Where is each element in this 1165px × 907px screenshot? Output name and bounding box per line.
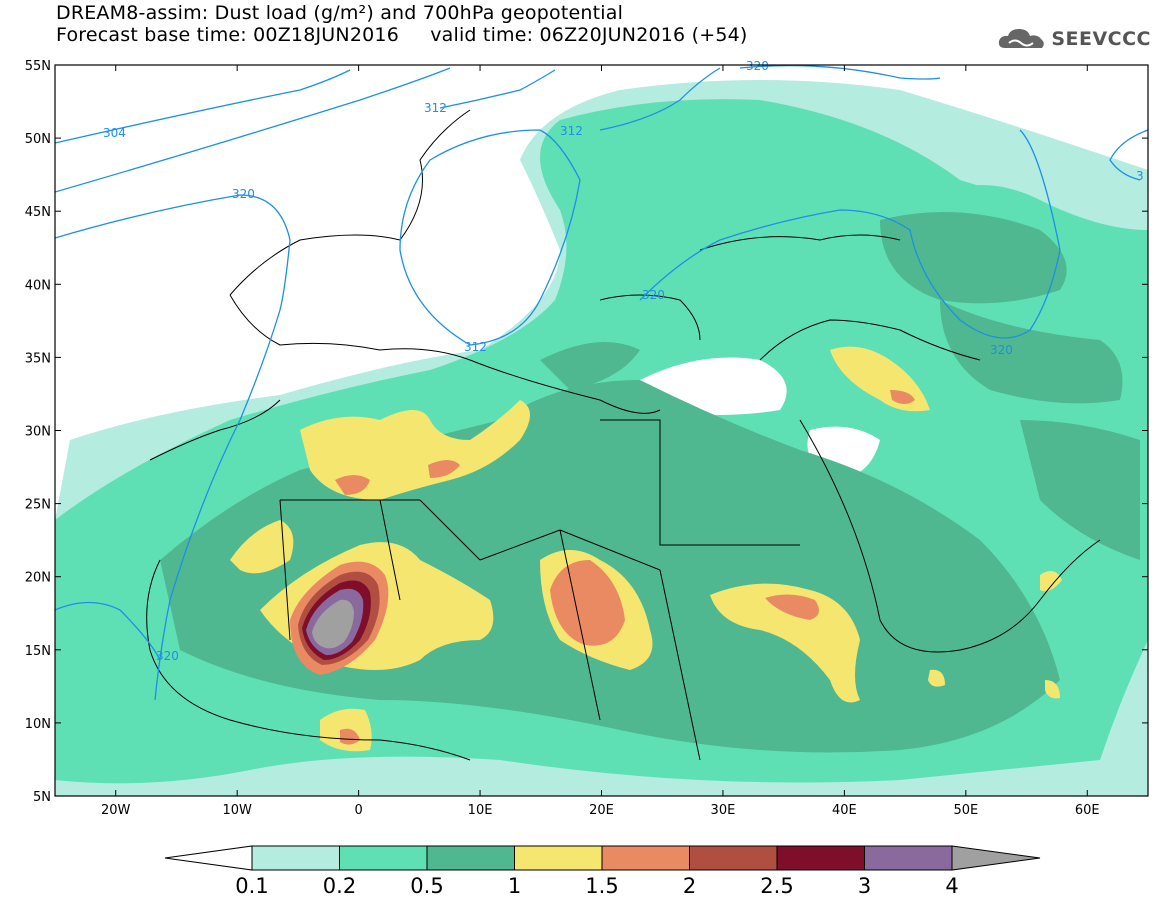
- colorbar-swatch: [251, 845, 340, 871]
- colorbar-swatch: [689, 845, 778, 871]
- lat-tick-label: 35N: [25, 351, 51, 366]
- colorbar-label: 2: [683, 874, 696, 898]
- latitude-axis: 5N 10N 15N 20N 25N 30N 35N 40N 45N 50N 55N: [25, 59, 1148, 805]
- lat-tick-label: 45N: [25, 205, 51, 220]
- logo-text: SEEVCCC: [1051, 28, 1151, 50]
- lon-tick-label: 30E: [711, 803, 736, 818]
- colorbar-right-arrow: [951, 845, 1041, 871]
- contour-label-320-atlantic: 320: [232, 187, 255, 201]
- colorbar: 0.1 0.2 0.5 1 1.5 2 2.5 3 4: [164, 845, 1041, 898]
- lat-tick-label: 15N: [25, 644, 51, 659]
- lon-tick-label: 20E: [589, 803, 614, 818]
- lat-tick-label: 20N: [25, 571, 51, 586]
- colorbar-label: 0.5: [410, 874, 443, 898]
- colorbar-swatch: [601, 845, 690, 871]
- colorbar-label: 0.1: [235, 874, 268, 898]
- contour-label-312-north: 312: [424, 101, 447, 115]
- lon-tick-label: 40E: [832, 803, 857, 818]
- colorbar-labels: 0.1 0.2 0.5 1 1.5 2 2.5 3 4: [235, 874, 958, 898]
- contour-label-320-greece: 320: [642, 288, 665, 302]
- colorbar-swatch: [426, 845, 515, 871]
- contour-label-320-top: 320: [746, 59, 769, 73]
- map-title: DREAM8-assim: Dust load (g/m²) and 700hP…: [56, 2, 624, 24]
- colorbar-swatches: [251, 845, 1041, 871]
- colorbar-swatch: [339, 845, 428, 871]
- lon-tick-label: 50E: [953, 803, 978, 818]
- contour-labels: 304 312 312 312 320 320 320 320 320 3: [103, 59, 1144, 663]
- base-time-text: Forecast base time: 00Z18JUN2016: [56, 24, 399, 46]
- geopotential-contours: [55, 65, 1148, 701]
- dust-fields: [55, 65, 1148, 796]
- colorbar-label: 3: [858, 874, 871, 898]
- lon-tick-label: 20W: [101, 803, 131, 818]
- colorbar-label: 1.5: [585, 874, 618, 898]
- lon-tick-label: 60E: [1075, 803, 1100, 818]
- lat-tick-label: 55N: [25, 59, 51, 74]
- colorbar-swatch: [864, 845, 953, 871]
- contour-label-320-westafrica: 320: [156, 649, 179, 663]
- colorbar-swatch: [514, 845, 603, 871]
- contour-label-312-alps: 312: [560, 124, 583, 138]
- colorbar-label: 2.5: [760, 874, 793, 898]
- cloud-icon: [999, 29, 1045, 48]
- contour-label-3-edge: 3: [1136, 169, 1144, 183]
- lon-tick-label: 10E: [468, 803, 493, 818]
- contour-label-304: 304: [103, 126, 126, 140]
- colorbar-label: 4: [945, 874, 958, 898]
- valid-time-text: valid time: 06Z20JUN2016 (+54): [430, 24, 748, 46]
- lat-tick-label: 10N: [25, 717, 51, 732]
- contour-label-320-caspian: 320: [990, 343, 1013, 357]
- lon-tick-label: 0: [354, 803, 362, 818]
- lat-tick-label: 5N: [33, 790, 51, 805]
- longitude-axis: 20W 10W 0 10E 20E 30E 40E 50E 60E: [101, 65, 1100, 818]
- lat-tick-label: 25N: [25, 498, 51, 513]
- colorbar-label: 1: [508, 874, 521, 898]
- colorbar-label: 0.2: [323, 874, 356, 898]
- map-subtitle: Forecast base time: 00Z18JUN2016 valid t…: [56, 24, 748, 46]
- map-title-block: DREAM8-assim: Dust load (g/m²) and 700hP…: [56, 2, 748, 46]
- contour-label-312-south: 312: [464, 340, 487, 354]
- seevccc-logo: SEEVCCC: [997, 26, 1151, 52]
- lon-tick-label: 10W: [222, 803, 252, 818]
- colorbar-left-arrow: [164, 845, 253, 871]
- lat-tick-label: 40N: [25, 278, 51, 293]
- colorbar-swatch: [776, 845, 865, 871]
- lat-tick-label: 50N: [25, 132, 51, 147]
- lat-tick-label: 30N: [25, 425, 51, 440]
